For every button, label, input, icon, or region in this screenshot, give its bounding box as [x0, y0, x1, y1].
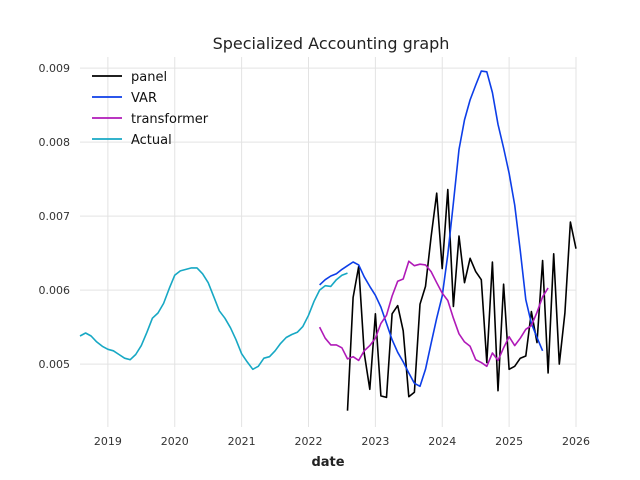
y-tick-label: 0.007	[39, 210, 71, 223]
x-tick-label: 2021	[228, 435, 256, 448]
y-tick-label: 0.006	[39, 284, 71, 297]
series-line-transformer	[318, 260, 549, 368]
x-tick-label: 2019	[94, 435, 122, 448]
series-line-actual	[79, 267, 348, 371]
x-tick-label: 2023	[361, 435, 389, 448]
series-lines	[79, 70, 577, 411]
legend-label-panel: panel	[131, 70, 167, 85]
chart-title: Specialized Accounting graph	[213, 34, 450, 53]
x-axis: 2019 2020 2021 2022 2023 2024 2025 2026	[94, 435, 590, 448]
x-tick-label: 2020	[161, 435, 189, 448]
legend-label-actual: Actual	[131, 133, 172, 148]
y-tick-label: 0.005	[39, 358, 71, 371]
x-tick-label: 2025	[495, 435, 523, 448]
legend-label-transformer: transformer	[131, 112, 209, 127]
y-axis: 0.005 0.006 0.007 0.008 0.009	[39, 62, 71, 371]
y-tick-label: 0.008	[39, 136, 71, 149]
series-line-var	[319, 70, 544, 388]
y-tick-label: 0.009	[39, 62, 71, 75]
legend-label-var: VAR	[131, 91, 157, 106]
legend: panel VAR transformer Actual	[92, 70, 209, 148]
x-axis-label: date	[311, 455, 344, 470]
x-tick-label: 2022	[294, 435, 322, 448]
x-tick-label: 2026	[562, 435, 590, 448]
series-line-panel	[346, 188, 577, 411]
x-tick-label: 2024	[428, 435, 456, 448]
